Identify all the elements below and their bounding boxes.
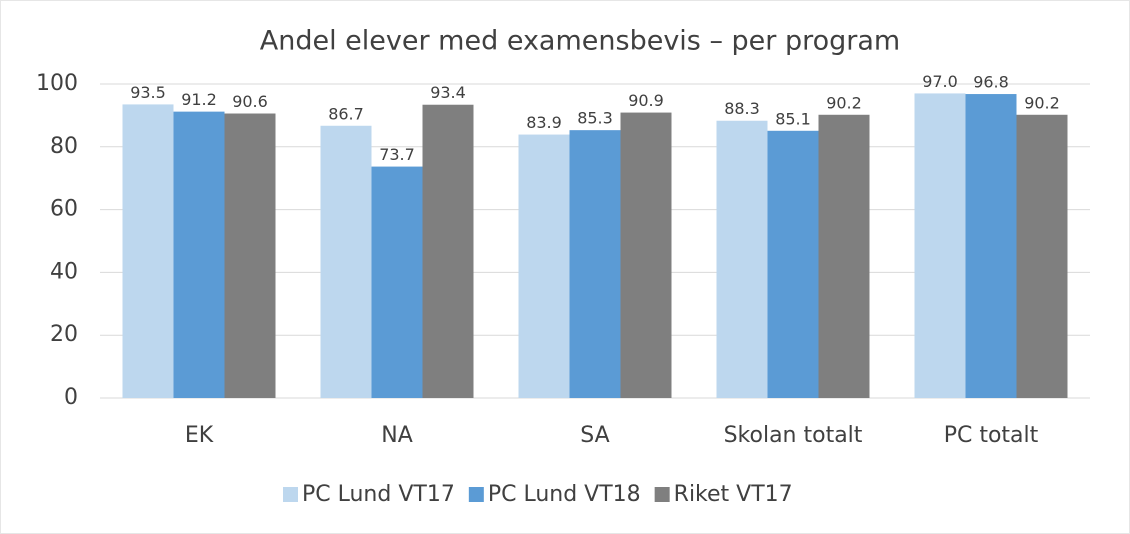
bar [1016, 114, 1068, 398]
data-label: 86.7 [328, 104, 364, 123]
x-tick-label: PC totalt [944, 423, 1039, 448]
y-tick-label: 40 [50, 259, 78, 284]
data-label: 90.2 [826, 93, 862, 112]
bar [422, 104, 474, 398]
bar [965, 94, 1017, 398]
y-tick-label: 60 [50, 197, 78, 222]
x-tick-label: EK [185, 423, 214, 448]
data-label: 90.6 [232, 92, 268, 111]
bar [224, 113, 276, 399]
y-tick-label: 0 [64, 385, 78, 410]
data-label: 96.8 [973, 73, 1009, 92]
legend-swatch [283, 487, 298, 502]
legend-swatch [654, 487, 670, 502]
bar [518, 134, 570, 398]
chart-title: Andel elever med examensbevis – per prog… [260, 26, 900, 57]
data-label: 90.9 [628, 91, 664, 110]
data-label: 97.0 [922, 72, 958, 91]
y-tick-label: 80 [50, 134, 78, 159]
data-label: 88.3 [724, 99, 760, 118]
bar [914, 93, 966, 399]
bar [569, 130, 621, 398]
y-tick-label: 100 [36, 71, 78, 96]
x-tick-label: Skolan totalt [724, 423, 863, 448]
bar [818, 114, 870, 398]
legend-label: PC Lund VT18 [488, 482, 641, 507]
data-label: 90.2 [1024, 93, 1060, 112]
bar [122, 104, 174, 398]
data-label: 93.4 [430, 83, 466, 102]
legend-swatch [468, 487, 484, 502]
data-label: 93.5 [130, 83, 166, 102]
y-tick-label: 20 [50, 322, 78, 347]
data-label: 73.7 [379, 145, 415, 164]
legend-label: PC Lund VT17 [302, 482, 455, 507]
bar [173, 111, 225, 398]
bar [620, 112, 672, 398]
data-label: 83.9 [526, 113, 562, 132]
data-label: 85.1 [775, 109, 811, 128]
bar [371, 166, 423, 398]
bar [320, 125, 372, 399]
data-label: 85.3 [577, 109, 613, 128]
bar [767, 130, 819, 398]
x-tick-label: SA [580, 423, 609, 448]
data-label: 91.2 [181, 90, 217, 109]
legend-label: Riket VT17 [674, 482, 793, 507]
bar [716, 120, 768, 398]
x-tick-label: NA [381, 423, 413, 448]
